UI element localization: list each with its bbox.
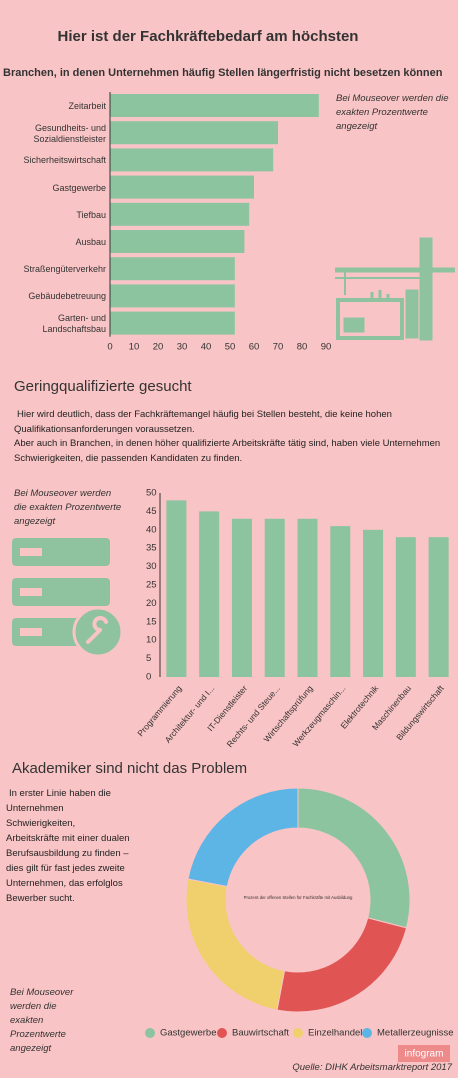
- y-tick-label: 5: [146, 653, 151, 664]
- x-tick-label: 0: [107, 342, 112, 353]
- y-tick-label: Garten- und Landschaftsbau: [42, 313, 106, 335]
- y-tick-label: 0: [146, 672, 151, 683]
- y-tick-label: 50: [146, 488, 157, 499]
- y-tick-label: Gastgewerbe: [52, 182, 106, 193]
- bar[interactable]: [110, 94, 319, 117]
- y-tick-label: Ausbau: [75, 237, 106, 247]
- annotation: Bei Mouseover werden die exakten Prozent…: [14, 488, 122, 527]
- bar[interactable]: [166, 500, 187, 677]
- donut-slice[interactable]: [297, 787, 411, 929]
- x-tick-label: 90: [321, 342, 332, 353]
- donut-slice[interactable]: [187, 787, 299, 888]
- logo: infogram: [405, 1049, 444, 1060]
- x-tick-label: 80: [297, 342, 308, 353]
- legend-swatch: [362, 1028, 372, 1038]
- bar[interactable]: [264, 518, 285, 677]
- paragraph: Hier wird deutlich, dass der Fachkräftem…: [14, 409, 392, 435]
- center-label: Prozent der offenen Stellen für Fachkräf…: [244, 895, 353, 900]
- y-tick-label: Gebäudebetreuung: [28, 291, 106, 302]
- chart-title: Akademiker sind nicht das Problem: [12, 760, 248, 777]
- y-tick-label: 15: [146, 616, 157, 627]
- y-tick-label: Gesundheits- und Sozialdienstleister: [33, 122, 106, 144]
- chart-title: Branchen, in denen Unternehmen häufig St…: [3, 67, 443, 79]
- y-tick-label: Zeitarbeit: [68, 101, 106, 111]
- bar[interactable]: [110, 121, 278, 145]
- crane-icon: [335, 237, 455, 341]
- bar[interactable]: [110, 202, 250, 226]
- bar[interactable]: [110, 148, 274, 172]
- y-tick-label: 35: [146, 543, 157, 554]
- legend-label: Metallerzeugnisse: [377, 1028, 454, 1039]
- bar[interactable]: [110, 257, 235, 281]
- bar[interactable]: [330, 526, 351, 677]
- y-tick-label: Straßengüterverkehr: [23, 264, 106, 275]
- legend-label: Gastgewerbe: [160, 1028, 217, 1039]
- x-tick-label: 10: [129, 342, 140, 353]
- legend-label: Bauwirtschaft: [232, 1028, 289, 1039]
- server-icon: [12, 538, 124, 658]
- bar[interactable]: [231, 518, 252, 677]
- bar[interactable]: [428, 537, 449, 677]
- y-tick-label: Tiefbau: [76, 209, 106, 220]
- legend-swatch: [293, 1028, 303, 1038]
- legend-label: Einzelhandel: [308, 1028, 362, 1039]
- x-tick-label: 50: [225, 342, 236, 353]
- legend-swatch: [217, 1028, 227, 1038]
- bar[interactable]: [110, 311, 235, 335]
- x-tick-label: 40: [201, 342, 212, 353]
- description: Hier wird deutlich, dass der Fachkräftem…: [14, 408, 444, 466]
- bar[interactable]: [363, 529, 384, 677]
- y-tick-label: 30: [146, 561, 157, 572]
- bar[interactable]: [110, 175, 254, 199]
- y-tick-label: 45: [146, 506, 157, 517]
- logo-box: [398, 1045, 450, 1062]
- y-tick-label: 40: [146, 524, 157, 535]
- y-tick-label: 25: [146, 580, 157, 591]
- description: In erster Linie haben die Unternehmen Sc…: [6, 788, 130, 904]
- bar[interactable]: [110, 284, 235, 308]
- x-tick-label: 20: [153, 342, 164, 353]
- bar[interactable]: [297, 518, 318, 677]
- bar[interactable]: [395, 537, 416, 677]
- x-tick-label: 70: [273, 342, 284, 353]
- source: Quelle: DIHK Arbeitsmarktreport 2017: [292, 1062, 452, 1073]
- annotation: Bei Mouseover werden die exakten Prozent…: [336, 93, 449, 132]
- x-tick-label: 30: [177, 342, 188, 353]
- paragraph: Aber auch in Branchen, in denen höher qu…: [14, 438, 441, 464]
- donut-slice[interactable]: [276, 917, 408, 1013]
- y-tick-label: Sicherheitswirtschaft: [23, 155, 106, 166]
- legend-swatch: [145, 1028, 155, 1038]
- annotation: Bei Mouseover werden die exakten Prozent…: [10, 987, 74, 1054]
- y-tick-label: 20: [146, 598, 157, 609]
- x-tick-label: 60: [249, 342, 260, 353]
- y-tick-label: 10: [146, 635, 157, 646]
- chart-title: Geringqualifizierte gesucht: [14, 378, 192, 395]
- bar[interactable]: [110, 230, 245, 253]
- page-title: Hier ist der Fachkräftebedarf am höchste…: [57, 28, 359, 45]
- bar[interactable]: [199, 511, 220, 677]
